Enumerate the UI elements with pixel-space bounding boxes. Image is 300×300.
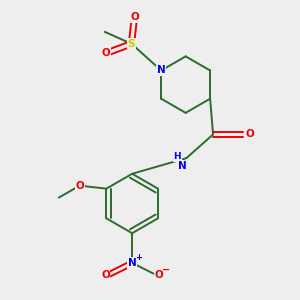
Text: O: O — [154, 270, 163, 280]
Text: O: O — [101, 270, 110, 280]
Text: H: H — [174, 152, 181, 161]
Text: S: S — [128, 39, 135, 49]
Text: N: N — [128, 258, 136, 268]
Text: −: − — [162, 265, 170, 275]
Text: O: O — [102, 48, 111, 58]
Text: O: O — [130, 12, 139, 22]
Text: O: O — [246, 129, 255, 140]
Text: N: N — [157, 65, 166, 76]
Text: +: + — [135, 253, 142, 262]
Text: N: N — [178, 160, 186, 171]
Text: O: O — [75, 181, 84, 191]
